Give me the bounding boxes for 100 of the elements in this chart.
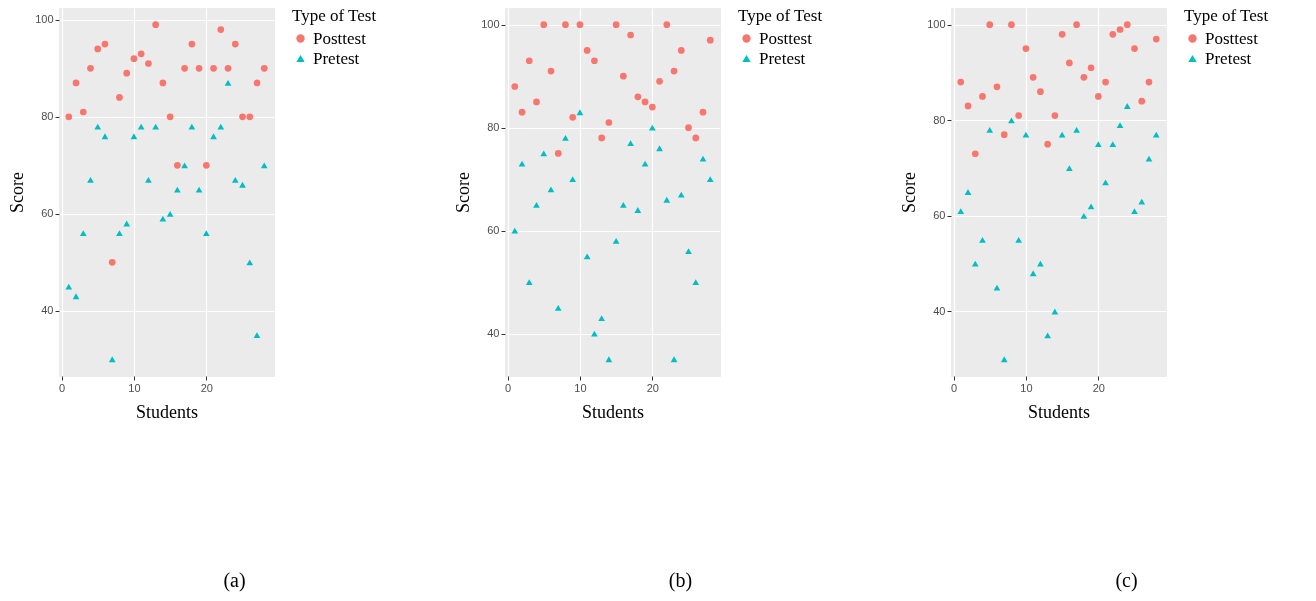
point: [1080, 212, 1088, 219]
point: [94, 45, 102, 53]
point: [101, 133, 109, 140]
point: [554, 150, 562, 157]
point: [1094, 141, 1102, 148]
point: [648, 103, 656, 111]
x-axis-title: Students: [135, 401, 199, 422]
point: [670, 356, 678, 363]
point: [511, 83, 519, 90]
y-tick-label: 80: [41, 110, 54, 123]
point: [108, 258, 116, 266]
point: [159, 215, 167, 222]
legend-label: Posttest: [759, 28, 813, 48]
point: [1116, 26, 1124, 33]
y-tick-label: 80: [487, 121, 500, 134]
x-axis-title: Students: [1027, 401, 1091, 422]
text: (a): [223, 569, 246, 592]
point: [72, 293, 80, 300]
y-tick-label: 100: [481, 18, 500, 31]
x-tick-label: 10: [574, 381, 587, 394]
point: [518, 160, 526, 167]
point: [1029, 73, 1037, 81]
point: [525, 279, 533, 285]
point: [699, 108, 707, 116]
point: [166, 210, 174, 217]
point: [533, 201, 540, 208]
point: [1152, 35, 1160, 43]
x-tick-label: 10: [1020, 381, 1033, 394]
point: [706, 36, 714, 44]
point: [1022, 131, 1030, 138]
point: [260, 65, 268, 72]
point: [1087, 64, 1095, 72]
point: [1109, 141, 1117, 148]
point: [663, 196, 671, 203]
y-axis-title: Score: [7, 172, 28, 213]
point: [253, 332, 261, 338]
point: [217, 26, 225, 33]
y-tick-label: 60: [41, 207, 54, 220]
legend-label: Pretest: [759, 48, 806, 68]
point: [685, 124, 692, 132]
point: [562, 21, 569, 29]
point: [1116, 122, 1124, 128]
point: [108, 356, 116, 363]
point: [656, 78, 663, 85]
point: [583, 47, 591, 54]
y-tick-label: 40: [487, 327, 500, 340]
point: [591, 57, 598, 65]
x-axis-title: Students: [581, 401, 645, 422]
point: [598, 134, 605, 142]
point: [1015, 236, 1023, 243]
y-tick-label: 40: [933, 304, 946, 317]
point: [181, 65, 188, 72]
point: [231, 40, 239, 48]
point: [181, 162, 188, 169]
point: [202, 230, 210, 237]
point: [518, 108, 526, 116]
point: [641, 98, 649, 106]
point: [79, 230, 87, 237]
point: [533, 98, 540, 106]
point: [583, 253, 591, 260]
point: [692, 279, 700, 285]
point: [634, 93, 642, 101]
y-tick-label: 60: [487, 224, 500, 237]
point: [195, 65, 203, 72]
point: [202, 161, 210, 169]
point: [1102, 78, 1109, 86]
point: [547, 186, 555, 193]
point: [116, 230, 123, 237]
point: [1037, 260, 1044, 267]
point: [145, 60, 152, 67]
point: [246, 259, 254, 266]
x-tick-label: 0: [504, 381, 512, 394]
point: [692, 134, 700, 142]
point: [1066, 165, 1073, 172]
point: [87, 65, 94, 72]
point: [1138, 97, 1146, 105]
point: [1044, 332, 1051, 339]
point: [1008, 21, 1015, 29]
x-tick-label: 20: [646, 381, 659, 394]
point: [971, 150, 979, 158]
point: [166, 113, 174, 121]
point: [174, 161, 181, 169]
point: [79, 108, 87, 116]
text: (b): [668, 569, 693, 592]
y-tick-label: 100: [35, 13, 54, 26]
point: [130, 133, 138, 140]
point: [1123, 21, 1131, 29]
point: [246, 113, 254, 121]
point: [231, 176, 239, 183]
point: [1131, 208, 1138, 215]
point: [971, 260, 979, 267]
point: [101, 40, 109, 48]
point: [612, 21, 620, 29]
point: [634, 207, 642, 213]
point: [677, 47, 685, 54]
point: [663, 21, 671, 29]
point: [1131, 45, 1138, 52]
point: [598, 315, 605, 321]
point: [554, 304, 562, 311]
point: [210, 65, 217, 72]
